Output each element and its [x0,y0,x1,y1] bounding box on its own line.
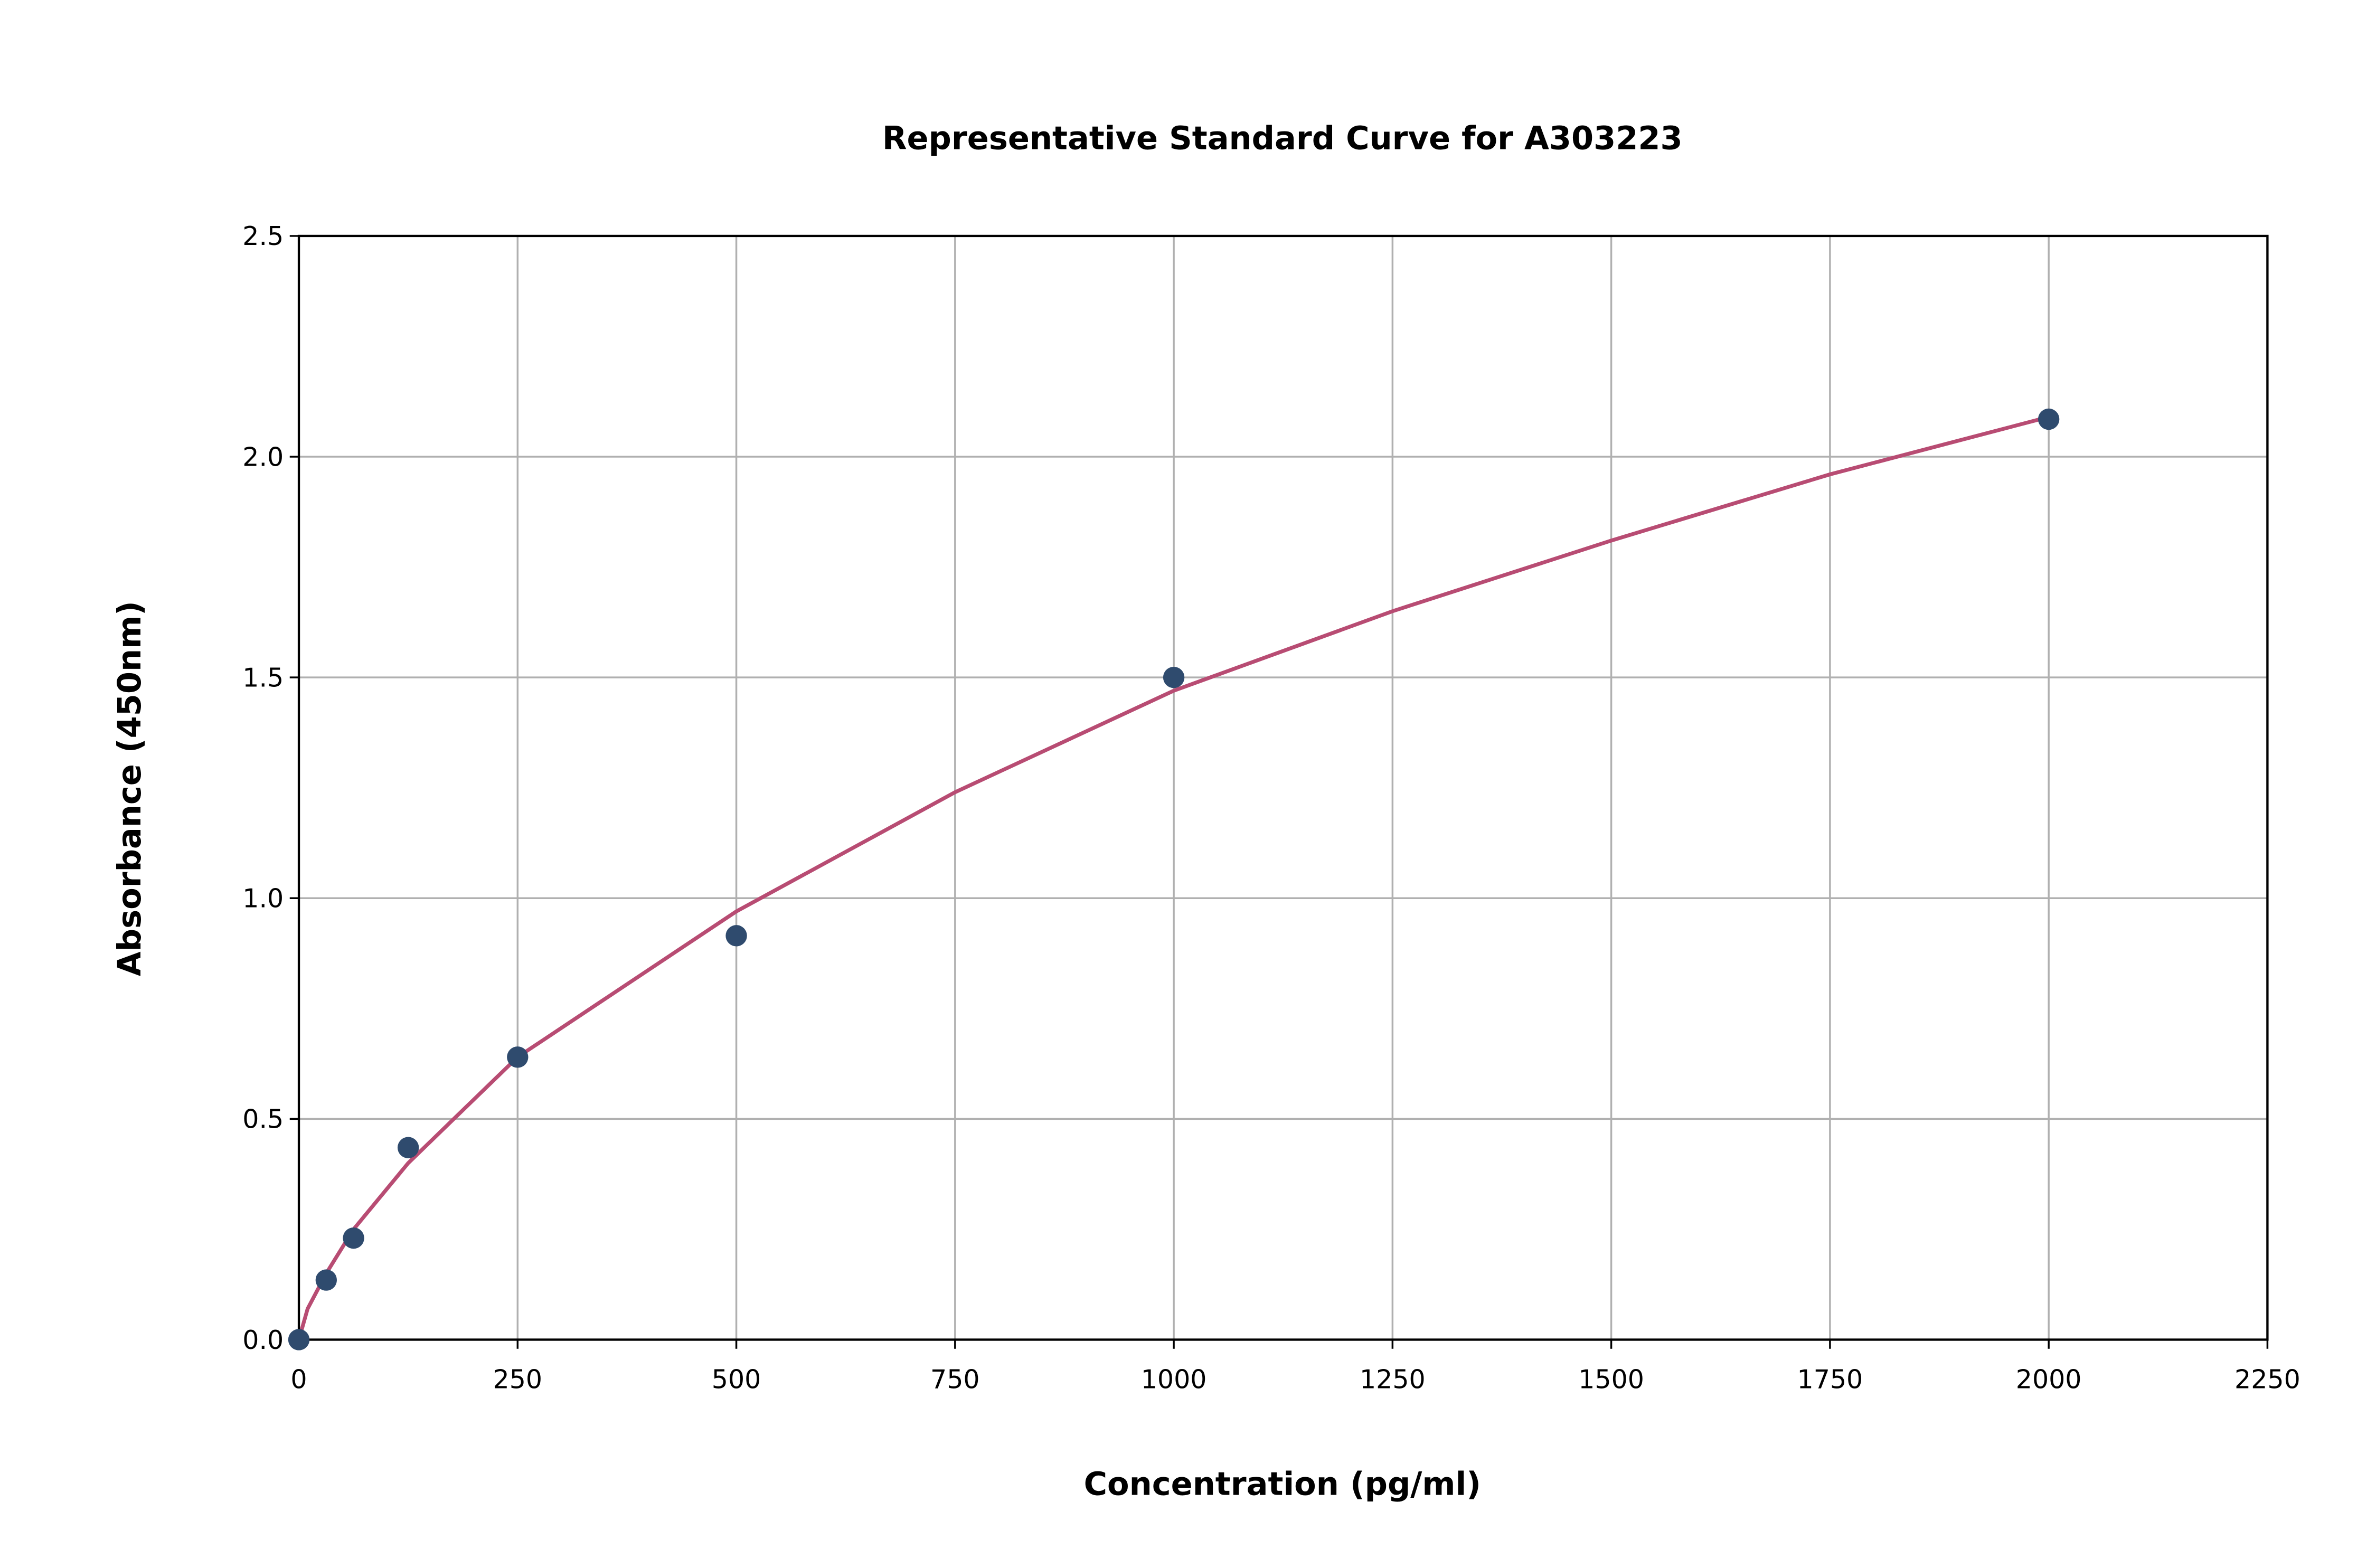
chart-title: Representative Standard Curve for A30322… [882,120,1683,157]
y-tick-label: 0.5 [242,1104,284,1135]
plot-frame [297,234,2269,1341]
x-tick-label: 500 [712,1365,761,1395]
x-tick-label: 0 [290,1365,307,1395]
x-tick-label: 250 [493,1365,543,1395]
y-axis-title: Absorbance (450nm) [111,601,148,976]
data-point [725,925,747,947]
x-tick-label: 2250 [2234,1365,2300,1395]
data-point [315,1269,337,1291]
y-tick-label: 1.0 [242,884,284,914]
x-tick-label: 1500 [1578,1365,1644,1395]
y-tick-label: 2.5 [242,221,284,251]
data-point [397,1137,419,1158]
data-point [1163,666,1185,688]
x-tick-label: 750 [930,1365,980,1395]
y-tick-label: 2.0 [242,442,284,472]
x-tick-label: 2000 [2016,1365,2082,1395]
x-tick-label: 1750 [1797,1365,1863,1395]
x-axis-title: Concentration (pg/ml) [1084,1466,1481,1503]
x-tick-label: 1250 [1360,1365,1426,1395]
data-point [2038,408,2060,430]
y-tick-label: 1.5 [242,663,284,693]
data-point [288,1329,310,1350]
x-tick-label: 1000 [1141,1365,1207,1395]
y-tick-label: 0.0 [242,1325,284,1355]
data-point [507,1046,529,1068]
data-point [343,1227,364,1249]
